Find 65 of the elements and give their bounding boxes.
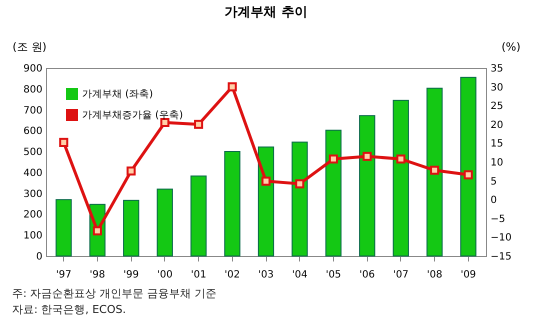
bar xyxy=(426,88,443,256)
x-tick-label: '09 xyxy=(460,270,476,280)
y-tick-label: 800 xyxy=(23,84,42,96)
point xyxy=(194,120,204,129)
point xyxy=(261,176,271,186)
y2-tick-label: 20 xyxy=(490,120,504,131)
x-tick-label: '01 xyxy=(190,270,206,280)
y2-tick-label: −5 xyxy=(490,214,506,225)
chart-title: 가계부채 추이 xyxy=(224,5,308,20)
x-tick-label: '05 xyxy=(326,270,342,280)
y2-tick-label: 5 xyxy=(490,176,497,188)
bar xyxy=(325,130,342,256)
point xyxy=(328,154,338,164)
y-tick-label: 300 xyxy=(23,188,42,200)
y-tick-label: 0 xyxy=(36,252,42,262)
x-tick-label: '98 xyxy=(90,270,106,280)
point xyxy=(396,154,406,164)
bar xyxy=(292,142,308,256)
bar xyxy=(224,151,240,256)
y2-tick-label: 25 xyxy=(490,101,504,112)
y2-tick-label: 35 xyxy=(490,64,504,74)
y2-tick-label: 15 xyxy=(490,138,504,150)
point xyxy=(126,166,136,176)
y2-tick-label: −10 xyxy=(490,232,512,244)
text: 주: 자금순환표상 개인부문 금융부채 기준 xyxy=(12,286,217,302)
bar xyxy=(56,199,72,256)
legend-label: 가계부채 (좌축) xyxy=(82,89,154,100)
y2-tick-label: −15 xyxy=(490,252,512,262)
y-tick-label: 500 xyxy=(23,147,42,158)
y-axis-title: (조 원) xyxy=(12,40,47,54)
y-tick-label: 100 xyxy=(23,230,42,242)
bar xyxy=(392,100,409,256)
x-tick-label: '03 xyxy=(258,270,274,280)
bar xyxy=(123,200,140,256)
point xyxy=(464,170,473,180)
bar xyxy=(460,76,476,256)
y2-tick-label: 0 xyxy=(490,195,497,206)
x-tick-label: '02 xyxy=(224,270,240,280)
y-tick-label: 400 xyxy=(23,168,42,179)
point xyxy=(362,152,372,161)
point xyxy=(92,226,102,236)
x-tick-label: '97 xyxy=(56,270,72,280)
x-tick-label: '06 xyxy=(359,270,375,280)
x-tick-label: '08 xyxy=(426,270,442,280)
point xyxy=(228,82,237,92)
y-tick-label: 600 xyxy=(23,126,42,138)
y-tick-label: 900 xyxy=(23,64,42,74)
point xyxy=(59,138,68,147)
point xyxy=(295,179,304,188)
x-tick-label: '04 xyxy=(292,270,308,280)
y-tick-label: 700 xyxy=(23,105,42,116)
x-tick-label: '00 xyxy=(157,270,173,280)
bar xyxy=(156,188,173,256)
bar xyxy=(359,115,376,256)
text: 자료: 한국은행, ECOS. xyxy=(12,302,127,318)
point xyxy=(430,166,440,175)
y2-tick-label: 10 xyxy=(490,158,504,168)
x-tick-label: '07 xyxy=(393,270,409,280)
y-tick-label: 200 xyxy=(23,210,42,221)
y2-axis-title: (%) xyxy=(501,40,520,54)
x-tick-label: '99 xyxy=(123,270,139,280)
y2-tick-label: 30 xyxy=(490,82,504,94)
bar xyxy=(258,146,274,256)
legend-label: 가계부채증가율 (우축) xyxy=(82,110,184,121)
bar xyxy=(190,175,207,256)
